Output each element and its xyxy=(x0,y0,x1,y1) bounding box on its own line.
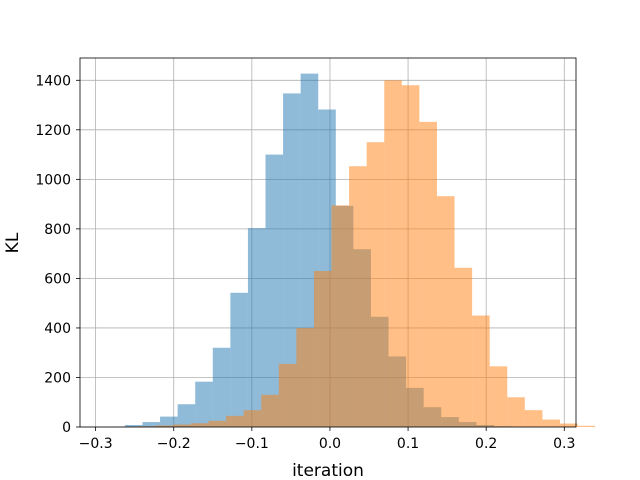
histogram-bar-series-2 xyxy=(542,419,560,427)
histogram-bar-series-2 xyxy=(296,327,314,427)
y-tick-label: 1200 xyxy=(35,123,71,139)
x-tick-label: −0.1 xyxy=(235,436,269,452)
y-tick-label: 600 xyxy=(44,271,71,287)
histogram-bar-series-1 xyxy=(160,416,178,427)
histogram-bar-series-2 xyxy=(261,394,279,427)
histogram-bar-series-1 xyxy=(247,228,266,427)
histogram-bar-series-2 xyxy=(401,85,420,427)
histogram-bar-series-2 xyxy=(489,366,508,427)
histogram-bar-series-2 xyxy=(208,420,227,427)
histogram-bar-series-2 xyxy=(419,121,437,428)
y-axis-label: KL xyxy=(3,232,23,253)
x-tick-label: 0.1 xyxy=(397,436,419,452)
x-tick-label: 0.3 xyxy=(553,436,575,452)
plot-frame xyxy=(79,57,577,428)
y-tick-label: 0 xyxy=(62,420,71,436)
y-tick-label: 1000 xyxy=(35,172,71,188)
histogram-bar-series-2 xyxy=(313,270,332,427)
x-tick-label: 0.2 xyxy=(475,436,497,452)
histogram-bar-series-2 xyxy=(155,425,174,427)
histogram-bar-series-2 xyxy=(472,315,490,427)
histogram-bar-series-2 xyxy=(278,363,297,427)
histogram-bar-series-1 xyxy=(177,404,196,427)
histogram-bar-series-2 xyxy=(243,410,262,427)
histogram-bar-series-1 xyxy=(230,292,248,427)
histogram-bar-series-1 xyxy=(124,425,143,427)
histogram-bar-series-2 xyxy=(454,267,473,427)
histogram-bar-series-1 xyxy=(283,93,301,427)
x-tick-label: −0.2 xyxy=(157,436,191,452)
histogram-bar-series-1 xyxy=(195,381,213,427)
histogram-bar-series-2 xyxy=(173,424,191,427)
x-axis-label: iteration xyxy=(292,461,364,480)
axes: −0.3 −0.2 −0.1 0.0 0.1 0.2 0.3 0 200 400 600 800 100… xyxy=(35,57,577,452)
y-tick-label: 800 xyxy=(44,222,71,238)
histogram-bar-series-1 xyxy=(142,422,161,427)
histogram-bar-series-2 xyxy=(190,423,209,427)
bars xyxy=(107,73,596,428)
x-tick-label: −0.3 xyxy=(79,436,113,452)
y-tick-label: 1400 xyxy=(35,73,71,89)
histogram-bar-series-2 xyxy=(349,166,367,427)
histogram-bar-series-2 xyxy=(331,205,350,427)
histogram-bar-series-1 xyxy=(212,347,231,427)
y-tick-label: 200 xyxy=(44,370,71,386)
histogram-bar-series-2 xyxy=(524,410,543,427)
histogram-bar-series-2 xyxy=(366,142,385,427)
histogram-bar-series-2 xyxy=(559,423,578,427)
histogram-bar-series-2 xyxy=(384,80,402,428)
histogram-bar-series-1 xyxy=(265,154,284,427)
histogram-bar-series-2 xyxy=(226,415,244,427)
x-tick-label: 0.0 xyxy=(319,436,341,452)
histogram-bar-series-2 xyxy=(507,397,525,427)
y-tick-label: 400 xyxy=(44,321,71,337)
histogram-bar-series-2 xyxy=(436,196,455,427)
histogram-bar-series-2 xyxy=(577,425,596,427)
